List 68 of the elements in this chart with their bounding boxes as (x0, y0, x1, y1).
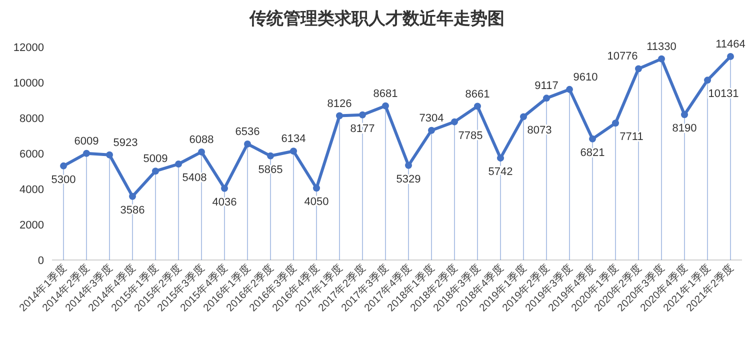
point (221, 184, 228, 192)
chart-title: 传统管理类求职人才数近年走势图 (248, 9, 504, 28)
data-label: 10131 (708, 88, 739, 100)
point (704, 76, 711, 84)
data-label: 5300 (51, 174, 76, 186)
data-label: 8661 (465, 88, 490, 100)
point (382, 102, 389, 110)
y-tick-label: 0 (38, 255, 44, 267)
point (313, 184, 320, 192)
data-label: 6134 (281, 133, 306, 146)
data-label: 4050 (304, 196, 329, 208)
point (727, 53, 734, 60)
data-label: 3586 (120, 204, 145, 216)
point (267, 152, 274, 160)
data-label: 6088 (189, 134, 214, 146)
data-label: 11330 (646, 40, 676, 53)
data-label: 5329 (396, 173, 421, 186)
data-label: 5742 (488, 166, 513, 178)
data-label: 6536 (235, 126, 260, 138)
point (681, 111, 688, 118)
y-tick-label: 12000 (13, 42, 44, 54)
y-tick-label: 8000 (20, 113, 44, 125)
data-label: 11464 (716, 38, 746, 51)
point (589, 135, 596, 142)
data-label: 7785 (458, 130, 483, 142)
data-label: 8073 (527, 124, 552, 137)
point (129, 192, 136, 200)
data-label: 8177 (350, 122, 375, 135)
point (474, 102, 481, 110)
y-tick-label: 4000 (20, 184, 44, 196)
data-label: 4036 (212, 196, 237, 208)
point (451, 118, 458, 126)
data-label: 8126 (327, 98, 352, 110)
data-label: 8681 (373, 88, 398, 100)
data-label: 5923 (113, 136, 138, 149)
point (635, 65, 642, 72)
y-tick-label: 6000 (20, 148, 44, 160)
point (543, 94, 550, 102)
point (290, 148, 297, 155)
point (198, 148, 205, 156)
data-label: 9610 (573, 71, 598, 84)
data-label: 9117 (534, 80, 558, 92)
point (83, 150, 90, 157)
data-label: 7304 (419, 112, 444, 124)
data-label: 8190 (672, 122, 697, 135)
point (520, 113, 527, 120)
data-label: 10776 (607, 50, 638, 63)
point (566, 86, 573, 93)
point (658, 55, 665, 62)
y-tick-label: 10000 (13, 78, 44, 90)
point (359, 111, 366, 118)
point (244, 140, 251, 148)
point (428, 126, 435, 134)
point (612, 120, 619, 127)
point (60, 162, 67, 170)
point (175, 160, 182, 168)
data-label: 6821 (580, 146, 605, 159)
point (497, 154, 504, 162)
data-label: 5865 (258, 164, 283, 176)
data-label: 5009 (143, 153, 168, 166)
data-label: 6009 (74, 135, 99, 148)
point (405, 162, 412, 169)
y-tick-label: 2000 (20, 220, 44, 232)
data-label: 5408 (182, 172, 207, 184)
point (106, 151, 113, 158)
point (152, 168, 159, 175)
point (336, 112, 343, 120)
data-label: 7711 (620, 131, 644, 144)
